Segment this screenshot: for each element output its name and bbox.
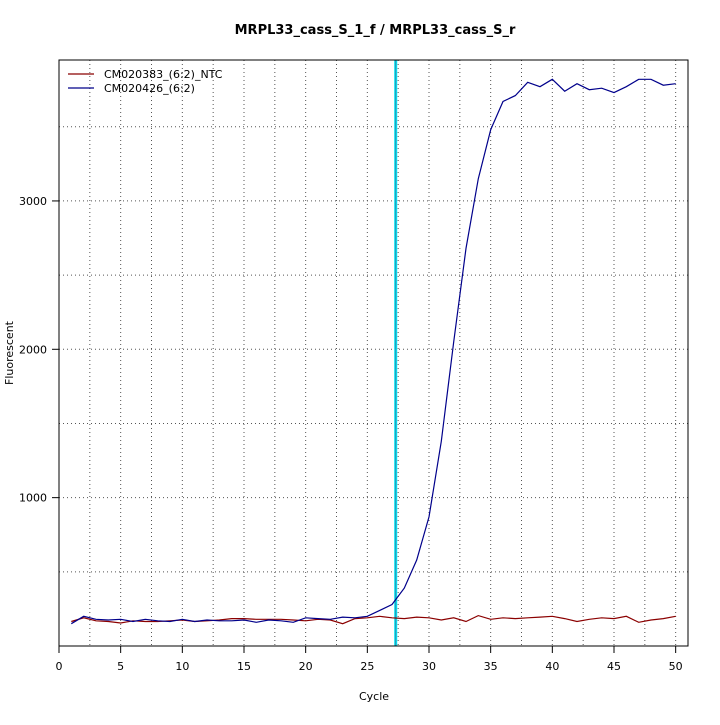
x-tick-label: 15 [237, 660, 251, 673]
x-axis: 0 5 10 15 20 25 30 35 40 45 50 [56, 646, 683, 673]
x-tick-label: 45 [607, 660, 621, 673]
series-line-1 [71, 614, 676, 625]
plot-frame [58, 59, 689, 647]
x-tick-label: 0 [56, 660, 63, 673]
y-tick-label: 2000 [19, 343, 47, 356]
grid-lines [59, 60, 688, 646]
y-axis-label: Fluorescent [3, 320, 16, 385]
x-tick-label: 20 [299, 660, 313, 673]
x-tick-label: 30 [422, 660, 436, 673]
x-tick-label: 10 [175, 660, 189, 673]
x-tick-label: 40 [545, 660, 559, 673]
y-axis: 1000 2000 3000 [19, 195, 59, 505]
x-axis-label: Cycle [359, 690, 389, 703]
series-lines [70, 78, 676, 625]
legend-entry-1: CM020383_(6:2)_NTC [104, 68, 223, 81]
legend-entry-2: CM020426_(6:2) [104, 82, 195, 95]
x-tick-label: 35 [484, 660, 498, 673]
y-tick-label: 1000 [19, 492, 47, 505]
x-tick-label: 50 [669, 660, 683, 673]
x-tick-label: 25 [360, 660, 374, 673]
x-tick-label: 5 [117, 660, 124, 673]
y-tick-label: 3000 [19, 195, 47, 208]
chart-title: MRPL33_cass_S_1_f / MRPL33_cass_S_r [235, 23, 516, 38]
series-line-2 [70, 78, 676, 625]
